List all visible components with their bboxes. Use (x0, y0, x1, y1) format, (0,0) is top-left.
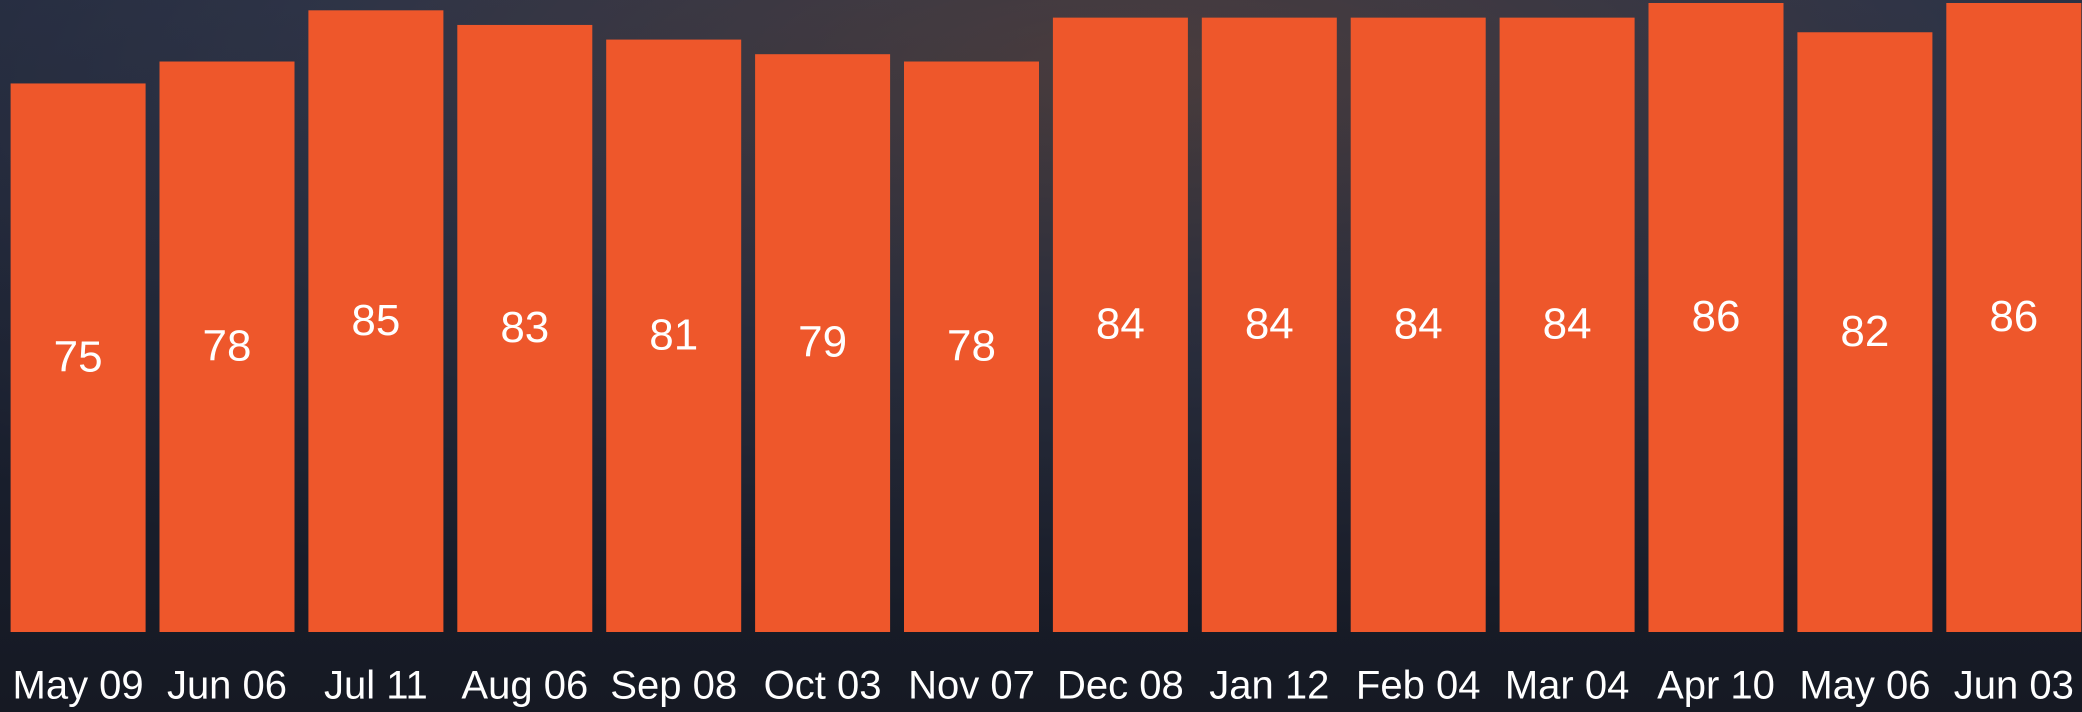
x-tick-label: Jan 12 (1209, 664, 1329, 708)
x-tick-label: May 06 (1799, 664, 1930, 708)
bar (755, 54, 891, 632)
value-label: 84 (1096, 299, 1145, 348)
x-tick-label: Jun 06 (167, 664, 287, 708)
x-tick-label: Sep 08 (610, 664, 737, 708)
x-tick-label: Feb 04 (1356, 664, 1481, 708)
x-tick-label: Dec 08 (1057, 664, 1184, 708)
value-label: 78 (203, 321, 252, 370)
value-label: 86 (1989, 292, 2038, 341)
value-label: 82 (1840, 307, 1889, 356)
bar (1052, 17, 1188, 632)
x-tick-label: Nov 07 (908, 664, 1035, 708)
x-tick-label: Oct 03 (764, 664, 882, 708)
bar (1201, 17, 1337, 632)
value-label: 85 (351, 296, 400, 345)
bar (1946, 3, 2082, 632)
value-label: 83 (500, 303, 549, 352)
bar (159, 61, 295, 633)
bar (904, 61, 1039, 633)
value-label: 79 (798, 318, 847, 367)
bar (1648, 3, 1784, 632)
x-tick-label: Aug 06 (461, 664, 588, 708)
value-label: 84 (1543, 299, 1592, 348)
bar (1499, 17, 1635, 632)
x-tick-label: May 09 (13, 664, 144, 708)
x-tick-label: Mar 04 (1505, 664, 1630, 708)
bar (308, 10, 444, 632)
bar (606, 39, 742, 633)
value-label: 78 (947, 321, 996, 370)
value-label: 84 (1245, 299, 1294, 348)
x-tick-label: Jul 11 (324, 664, 428, 708)
value-label: 84 (1394, 299, 1443, 348)
x-tick-label: Jun 03 (1954, 664, 2074, 708)
value-label: 86 (1692, 292, 1741, 341)
bar (457, 24, 593, 633)
bar (1350, 17, 1486, 632)
value-label: 75 (54, 332, 103, 381)
bar (10, 83, 146, 632)
x-tick-label: Apr 10 (1657, 664, 1775, 708)
value-label: 81 (649, 310, 698, 359)
bar (1797, 32, 1933, 633)
